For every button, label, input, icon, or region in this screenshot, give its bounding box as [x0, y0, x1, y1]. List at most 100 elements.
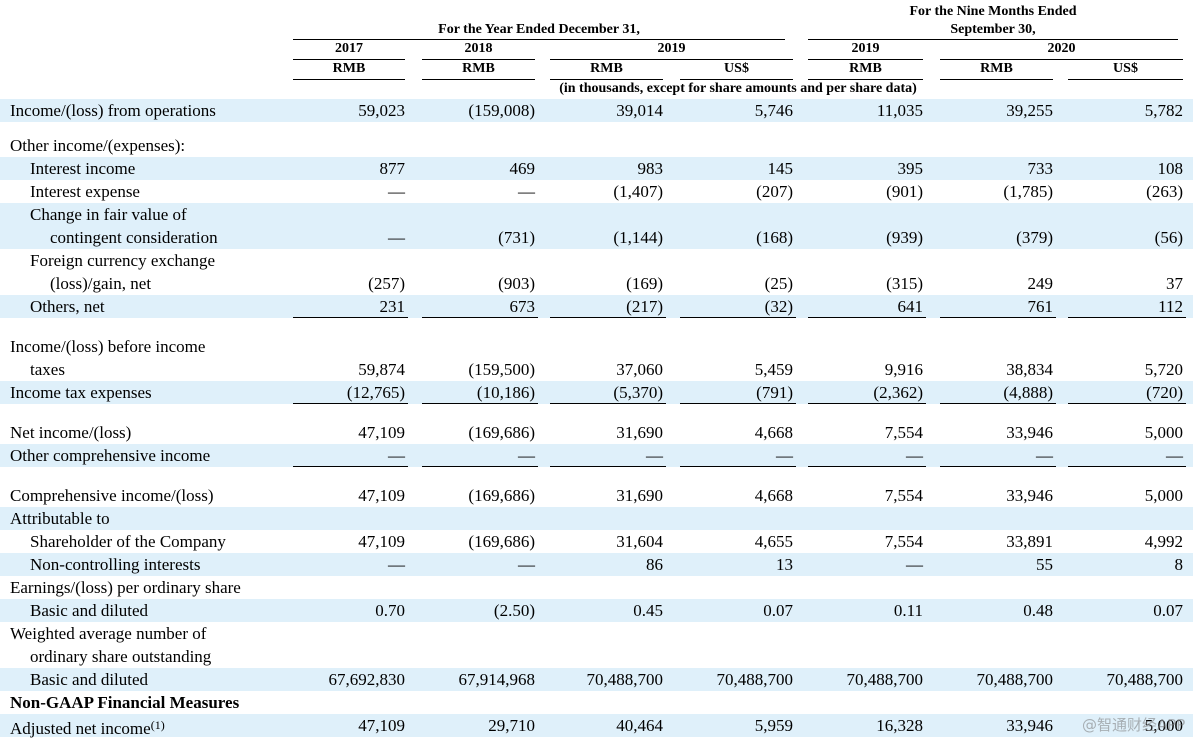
cell-value: 7,554: [884, 532, 923, 551]
cell-value: 67,692,830: [328, 670, 406, 689]
table-row: Weighted average number of ordinary share…: [0, 622, 1193, 668]
total-rule: [293, 466, 408, 467]
cell-value: 70,488,700: [716, 670, 794, 689]
cell-value: 4,992: [1144, 532, 1183, 551]
header-rule: [293, 59, 405, 60]
cell-value: 70,488,700: [586, 670, 664, 689]
table-row: Foreign currency exchange (loss)/gain, ne…: [0, 249, 1193, 295]
cell-value: (257): [368, 274, 405, 293]
total-rule: [808, 403, 926, 404]
cell-value: (159,008): [468, 101, 535, 120]
cell-value: (169,686): [468, 423, 535, 442]
row-label: Attributable to: [10, 509, 110, 528]
cell-value: 86: [646, 555, 663, 574]
total-rule: [293, 317, 408, 318]
cell-value: 231: [379, 297, 406, 316]
cell-value: 33,946: [1006, 486, 1053, 505]
cell-value: 0.48: [1023, 601, 1053, 620]
table-row: Interest expense — — (1,407) (207) (901) (1,78…: [0, 180, 1193, 203]
currency-heading: US$: [724, 61, 749, 76]
table-row: Net income/(loss) 47,109 (169,686) 31,690 4,…: [0, 421, 1193, 444]
row-label: Weighted average number of: [10, 624, 207, 643]
cell-value: 112: [1158, 297, 1183, 316]
cell-value: —: [906, 446, 923, 465]
cell-value: —: [388, 182, 405, 201]
total-rule: [422, 466, 538, 467]
header-rule: [808, 59, 923, 60]
total-rule: [808, 466, 926, 467]
currency-heading: RMB: [849, 61, 882, 76]
cell-value: 29,710: [488, 716, 535, 735]
cell-value: 33,946: [1006, 716, 1053, 735]
header-rule: [422, 59, 535, 60]
cell-value: —: [1166, 446, 1183, 465]
cell-value: 38,834: [1006, 360, 1053, 379]
cell-value: (791): [756, 383, 793, 402]
cell-value: 249: [1027, 274, 1054, 293]
cell-value: (159,500): [468, 360, 535, 379]
cell-value: 0.11: [893, 601, 923, 620]
table-row: Change in fair value of contingent consid…: [0, 203, 1193, 249]
cell-value: 5,000: [1144, 486, 1183, 505]
row-label: ordinary share outstanding: [30, 647, 212, 666]
cell-value: (2.50): [493, 601, 535, 620]
cell-value: (169): [626, 274, 663, 293]
cell-value: 11,035: [876, 101, 923, 120]
table-row: Interest income 877 469 983 145 395 733 108: [0, 157, 1193, 180]
cell-value: 4,655: [754, 532, 793, 551]
total-rule: [422, 403, 538, 404]
cell-value: (2,362): [873, 383, 923, 402]
total-rule: [1068, 466, 1186, 467]
currency-heading: RMB: [980, 61, 1013, 76]
cell-value: (168): [756, 228, 793, 247]
header-rule: [293, 79, 405, 80]
cell-value: —: [388, 555, 405, 574]
row-label: Income tax expenses: [10, 383, 152, 402]
section: Income/(loss) from operations 59,023 (159,…: [0, 99, 1193, 122]
cell-value: 0.07: [1153, 601, 1183, 620]
cell-value: 761: [1027, 297, 1054, 316]
cell-value: —: [646, 446, 663, 465]
total-rule: [940, 403, 1056, 404]
row-label: contingent consideration: [50, 228, 218, 247]
table-row: Non-GAAP Financial Measures: [0, 691, 1193, 714]
cell-value: 31,690: [616, 423, 663, 442]
cell-value: —: [1036, 446, 1053, 465]
cell-value: (217): [626, 297, 663, 316]
cell-value: 7,554: [884, 486, 923, 505]
header-rule: [422, 79, 535, 80]
section: Comprehensive income/(loss) 47,109 (169,68…: [0, 484, 1193, 738]
cell-value: 0.70: [375, 601, 405, 620]
group-heading: For the Nine Months Ended: [909, 4, 1077, 19]
currency-heading: RMB: [590, 61, 623, 76]
cell-value: 59,874: [358, 360, 405, 379]
cell-value: (263): [1146, 182, 1183, 201]
cell-value: (315): [886, 274, 923, 293]
row-label: Other comprehensive income: [10, 446, 211, 465]
row-label: Change in fair value of: [30, 205, 187, 224]
cell-value: 5,000: [1144, 423, 1183, 442]
row-label: Foreign currency exchange: [30, 251, 216, 270]
table-row: Attributable to: [0, 507, 1193, 530]
table-row: Income/(loss) before income taxes 59,874 (1…: [0, 335, 1193, 381]
cell-value: 47,109: [358, 423, 405, 442]
cell-value: 4,668: [754, 423, 793, 442]
header-rule: [550, 59, 793, 60]
table-row: Earnings/(loss) per ordinary share: [0, 576, 1193, 599]
row-label: Shareholder of the Company: [30, 532, 226, 551]
header-rule: [1068, 79, 1183, 80]
cell-value: (4,888): [1003, 383, 1053, 402]
cell-value: 641: [897, 297, 924, 316]
header-rule: [293, 39, 785, 40]
table-body: Income/(loss) from operations 59,023 (159,…: [0, 99, 1193, 738]
row-label: Interest expense: [30, 182, 140, 201]
row-label: Net income/(loss): [10, 423, 132, 442]
cell-value: 9,916: [884, 360, 923, 379]
row-label: Non-controlling interests: [30, 555, 201, 574]
cell-value: 673: [509, 297, 536, 316]
cell-value: (939): [886, 228, 923, 247]
cell-value: 5,959: [754, 716, 793, 735]
cell-value: (379): [1016, 228, 1053, 247]
section: Other income/(expenses): Interest income 8…: [0, 134, 1193, 318]
